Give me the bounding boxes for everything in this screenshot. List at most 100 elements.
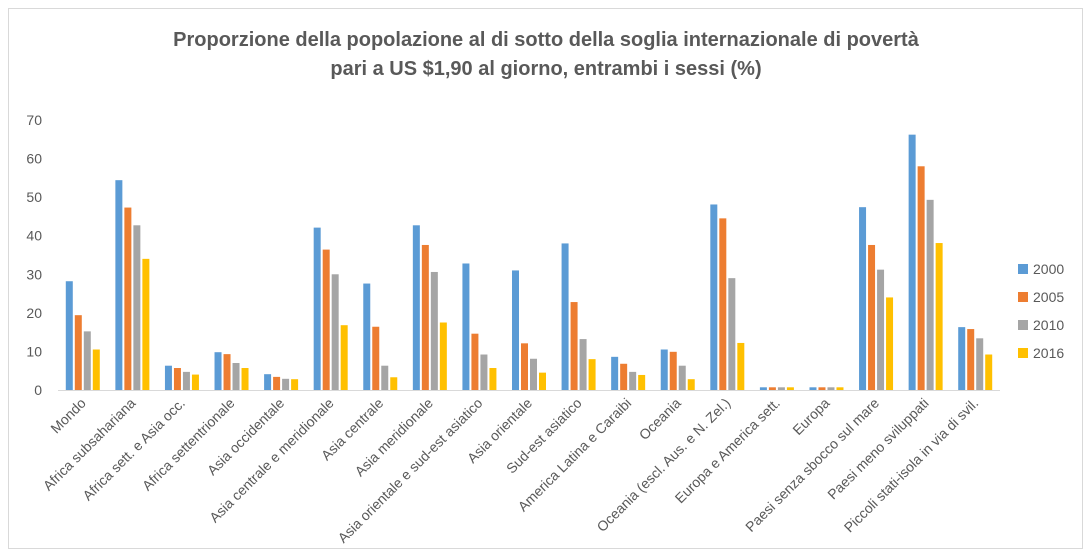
bar-2005-5 (322, 249, 330, 390)
bar-2005-14 (768, 387, 776, 390)
bar-2010-13 (728, 278, 736, 390)
bar-2016-9 (539, 372, 546, 390)
bar-2010-11 (629, 371, 637, 390)
bar-2000-15 (809, 387, 817, 390)
bar-2016-15 (836, 387, 844, 390)
chart-title-line-2: pari a US $1,90 al giorno, entrambi i se… (330, 58, 762, 80)
bar-2005-16 (868, 244, 876, 390)
bar-2000-9 (512, 270, 519, 390)
bar-2000-4 (264, 374, 272, 390)
chart-title-line-1: Proporzione della popolazione al di sott… (173, 29, 919, 51)
x-tick-label: Africa subsahariana (40, 395, 139, 494)
bar-2005-10 (570, 302, 578, 390)
bar-2005-4 (273, 376, 281, 390)
bar-2005-9 (521, 343, 528, 390)
x-tick-label: Europa (789, 395, 832, 438)
bar-2010-18 (976, 338, 984, 390)
bar-2000-16 (859, 207, 867, 390)
legend-swatch-2010 (1018, 320, 1028, 330)
bar-2010-4 (282, 378, 290, 390)
bar-2016-4 (291, 379, 299, 390)
bar-2005-11 (620, 363, 628, 390)
bar-2016-11 (638, 374, 646, 390)
bar-2005-17 (917, 166, 925, 390)
y-tick-label: 30 (26, 266, 42, 282)
legend-swatch-2016 (1018, 348, 1028, 358)
legend-label-2016: 2016 (1033, 345, 1064, 361)
bar-2010-12 (678, 365, 686, 390)
bar-2005-15 (818, 387, 826, 390)
bar-2016-18 (985, 354, 993, 390)
chart-title: Proporzione della popolazione al di sott… (0, 26, 1092, 84)
bar-2000-12 (660, 349, 668, 390)
y-tick-label: 50 (26, 189, 42, 205)
bar-2000-2 (164, 365, 172, 390)
bar-2005-12 (669, 351, 677, 390)
bar-2000-17 (908, 134, 916, 390)
bar-2016-12 (687, 379, 695, 390)
bar-2016-2 (191, 374, 199, 390)
bar-2000-8 (462, 263, 470, 390)
bar-2016-16 (886, 297, 894, 390)
legend-swatch-2005 (1018, 292, 1028, 302)
bar-2000-18 (958, 327, 966, 390)
bar-2000-10 (561, 243, 569, 390)
bar-2010-2 (182, 371, 190, 390)
bar-2016-8 (489, 368, 497, 390)
bar-2000-1 (115, 180, 123, 390)
bar-2016-13 (737, 342, 745, 390)
bar-2010-0 (83, 331, 91, 390)
bar-2000-0 (65, 281, 73, 390)
bar-2010-1 (133, 225, 141, 390)
bar-2000-3 (214, 352, 222, 390)
chart-area (8, 8, 1083, 549)
x-tick-label: Oceania (636, 395, 684, 443)
bar-2005-3 (223, 354, 231, 390)
legend-label-2005: 2005 (1033, 289, 1064, 305)
bar-2010-9 (530, 358, 537, 390)
bar-2016-3 (241, 368, 249, 390)
bar-2016-17 (935, 243, 943, 390)
legend-swatch-2000 (1018, 264, 1028, 274)
bar-2000-5 (313, 227, 321, 390)
bar-2000-7 (412, 225, 420, 390)
legend-label-2010: 2010 (1033, 317, 1064, 333)
bar-2016-6 (390, 377, 398, 390)
bar-2010-6 (381, 365, 389, 390)
bar-2005-1 (124, 207, 132, 390)
bar-2010-5 (331, 274, 339, 390)
bar-2010-8 (480, 354, 488, 390)
bar-2016-14 (786, 387, 794, 390)
bar-2016-7 (439, 322, 447, 390)
y-tick-label: 10 (26, 343, 42, 359)
bar-2010-16 (877, 269, 885, 390)
bar-2016-5 (340, 325, 348, 390)
bar-2005-0 (74, 315, 82, 390)
bar-2016-10 (588, 359, 596, 390)
bar-2000-13 (710, 204, 718, 390)
bar-2010-17 (926, 199, 934, 390)
legend-label-2000: 2000 (1033, 261, 1064, 277)
bar-2000-14 (759, 387, 767, 390)
bar-2016-1 (142, 258, 150, 390)
y-tick-label: 70 (26, 112, 42, 128)
y-tick-label: 0 (34, 382, 42, 398)
bar-2010-15 (827, 387, 835, 390)
bar-2005-18 (967, 329, 975, 390)
bar-2000-6 (363, 283, 371, 390)
bar-2000-11 (611, 356, 619, 390)
y-tick-label: 20 (26, 305, 42, 321)
bar-2010-14 (777, 387, 785, 390)
bar-2010-7 (430, 271, 438, 390)
y-tick-label: 60 (26, 151, 42, 167)
bar-2010-3 (232, 363, 240, 390)
bar-2005-6 (372, 326, 380, 390)
y-tick-label: 40 (26, 228, 42, 244)
bar-2010-10 (579, 339, 587, 390)
bar-2005-8 (471, 333, 479, 390)
bar-2016-0 (92, 349, 100, 390)
bar-2005-7 (421, 244, 429, 390)
x-tick-label: Africa settentrionale (139, 395, 238, 494)
bar-2005-13 (719, 218, 727, 390)
